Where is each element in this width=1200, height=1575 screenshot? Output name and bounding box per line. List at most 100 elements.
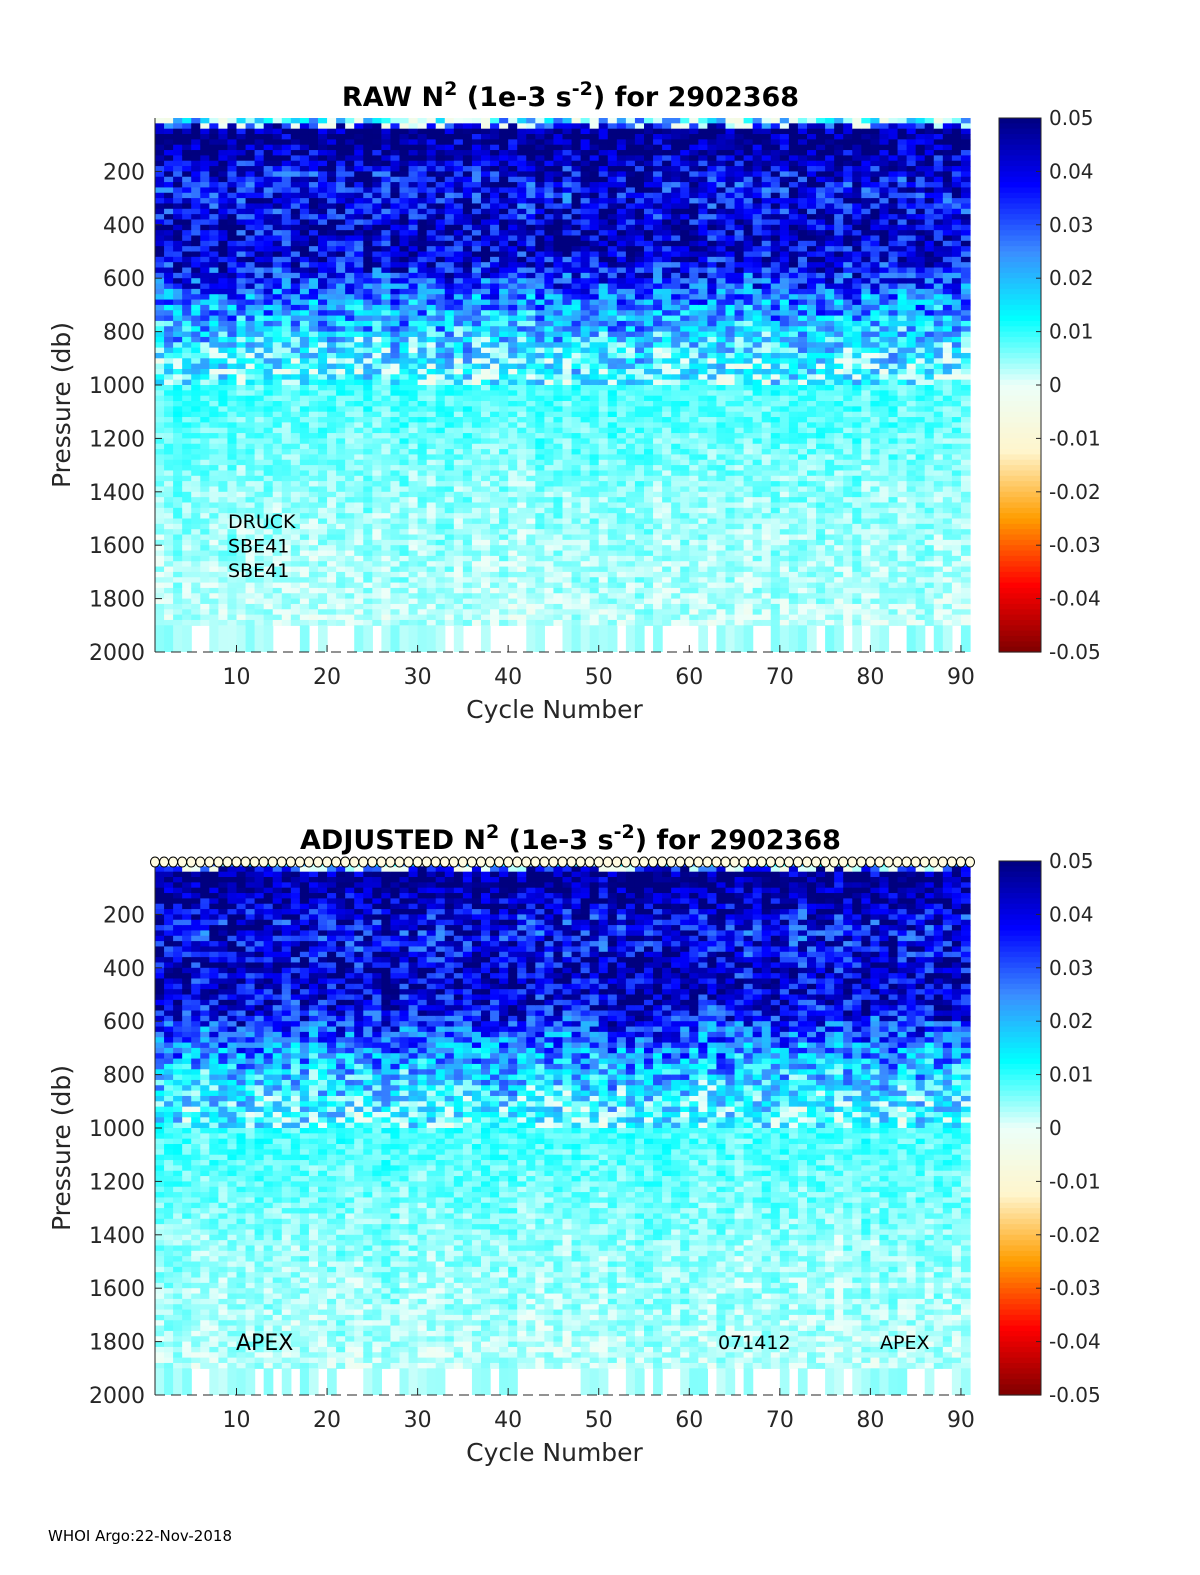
cycle-marker: [258, 856, 269, 868]
cycle-marker: [765, 856, 776, 868]
cycle-marker: [892, 856, 903, 868]
cycle-marker: [439, 856, 450, 868]
colorbar-segment: [999, 951, 1041, 958]
cycle-marker: [548, 856, 559, 868]
cycle-marker: [503, 856, 514, 868]
colorbar-segment: [999, 123, 1041, 130]
colorbar-segment: [999, 278, 1041, 285]
colorbar-segment: [999, 219, 1041, 226]
colorbar-segment: [999, 475, 1041, 482]
colorbar-segment: [999, 272, 1041, 279]
colorbar-segment: [999, 171, 1041, 178]
colorbar-segment: [999, 983, 1041, 990]
colorbar-tick-label: 0.01: [1049, 320, 1094, 344]
colorbar-segment: [999, 438, 1041, 445]
colorbar-segment: [999, 144, 1041, 151]
y-tick-label: 2000: [89, 641, 145, 666]
colorbar-segment: [999, 294, 1041, 301]
colorbar-segment: [999, 315, 1041, 322]
colorbar-segment: [999, 352, 1041, 359]
x-tick-label: 50: [585, 665, 613, 690]
colorbar-segment: [999, 374, 1041, 381]
colorbar-segment: [999, 1202, 1041, 1209]
colorbar-segment: [999, 946, 1041, 953]
colorbar-segment: [999, 1282, 1041, 1289]
colorbar-tick-label: -0.04: [1049, 587, 1101, 611]
cycle-marker: [385, 856, 396, 868]
colorbar-segment: [999, 1277, 1041, 1284]
y-tick-label: 1600: [89, 534, 145, 559]
y-tick-label: 1400: [89, 1224, 145, 1249]
colorbar-segment: [999, 507, 1041, 514]
colorbar-segment: [999, 326, 1041, 333]
colorbar-segment: [999, 646, 1041, 653]
colorbar: 0.05 0.04 0.03 0.02 0.01 0 -0.01 -0.02 -0.03 -0.0…: [998, 849, 1101, 1407]
cycle-marker: [285, 856, 296, 868]
colorbar-segment: [999, 1010, 1041, 1017]
colorbar-segment: [999, 619, 1041, 626]
x-tick-label: 80: [856, 1408, 884, 1433]
colorbar-segment: [999, 909, 1041, 915]
cycle-marker: [756, 856, 767, 868]
cycle-marker: [620, 856, 631, 868]
colorbar-segment: [999, 1128, 1041, 1134]
colorbar-segment: [999, 1186, 1041, 1193]
colorbar-segment: [999, 1111, 1041, 1118]
colorbar-segment: [999, 1133, 1041, 1140]
colorbar-segment: [999, 1095, 1041, 1102]
colorbar-segment: [999, 635, 1041, 642]
colorbar-segment: [999, 1074, 1041, 1081]
colorbar-tick-label: 0: [1049, 1116, 1062, 1140]
chart-title: ADJUSTED N2 (1e-3 s-2) for 2902368: [300, 821, 841, 856]
colorbar-segment: [999, 134, 1041, 140]
x-tick-label: 30: [404, 1408, 432, 1433]
colorbar-segment: [999, 994, 1041, 1001]
colorbar-tick-label: 0.04: [1049, 902, 1094, 926]
colorbar-segment: [999, 1160, 1041, 1166]
colorbar-segment: [999, 1229, 1041, 1236]
colorbar-segment: [999, 1240, 1041, 1247]
cycle-marker: [430, 856, 441, 868]
y-tick-label: 1400: [89, 481, 145, 506]
colorbar-segment: [999, 1357, 1041, 1364]
y-tick-label: 2000: [89, 1384, 145, 1409]
serial-annotation: 071412: [718, 1332, 791, 1354]
colorbar-segment: [999, 336, 1041, 343]
cycle-marker: [901, 856, 912, 868]
colorbar-segment: [999, 192, 1041, 199]
colorbar-segment: [999, 1330, 1041, 1337]
colorbar-segment: [999, 1015, 1041, 1022]
colorbar-segment: [999, 1341, 1041, 1348]
colorbar-segment: [999, 1378, 1041, 1385]
cycle-marker: [593, 856, 604, 868]
cycle-marker: [539, 856, 550, 868]
colorbar-segment: [999, 1362, 1041, 1369]
cycle-marker: [186, 856, 197, 868]
colorbar-segment: [999, 230, 1041, 237]
cycle-marker: [575, 856, 586, 868]
colorbar-segment: [999, 1314, 1041, 1321]
cycle-marker: [159, 856, 170, 868]
colorbar-segment: [999, 614, 1041, 621]
y-tick-label: 200: [103, 160, 145, 185]
colorbar-segment: [999, 967, 1041, 974]
colorbar-segment: [999, 973, 1041, 980]
cycle-marker: [231, 856, 242, 868]
cycle-marker: [584, 856, 595, 868]
cycle-marker: [340, 856, 351, 868]
colorbar-segment: [999, 395, 1041, 402]
cycle-marker: [412, 856, 423, 868]
colorbar-segment: [999, 363, 1041, 370]
colorbar-segment: [999, 1181, 1041, 1188]
cycle-marker: [476, 856, 486, 868]
y-tick-label: 600: [103, 1010, 145, 1035]
y-tick-label: 1800: [89, 588, 145, 613]
cycle-marker: [448, 856, 459, 868]
x-tick-label: 90: [947, 665, 975, 690]
colorbar-segment: [999, 957, 1041, 964]
colorbar-tick-label: -0.02: [1049, 480, 1101, 504]
colorbar-segment: [999, 1176, 1041, 1182]
cycle-marker: [928, 856, 939, 868]
y-tick-label: 1200: [89, 1170, 145, 1195]
cycle-marker: [747, 856, 758, 868]
